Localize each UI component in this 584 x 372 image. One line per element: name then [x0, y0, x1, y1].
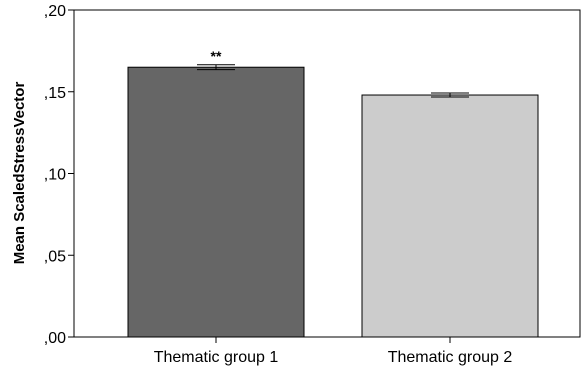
- y-axis-label: Mean ScaledStressVector: [11, 82, 28, 265]
- y-axis-ticks: ,00 ,05 ,10 ,15 ,20: [44, 3, 74, 347]
- bars: **: [127, 48, 539, 338]
- y-tick-label: ,15: [44, 85, 66, 102]
- y-tick-label: ,05: [44, 248, 66, 265]
- y-tick-label: ,00: [44, 330, 66, 347]
- x-category-label: Thematic group 2: [388, 349, 513, 366]
- y-tick-label: ,20: [44, 3, 66, 20]
- bar-2: [361, 94, 539, 338]
- bar-1: [127, 66, 305, 338]
- y-tick-label: ,10: [44, 167, 66, 184]
- x-category-label: Thematic group 1: [154, 349, 279, 366]
- significance-annotation: **: [211, 48, 222, 64]
- x-axis-category-labels: Thematic group 1 Thematic group 2: [154, 337, 513, 366]
